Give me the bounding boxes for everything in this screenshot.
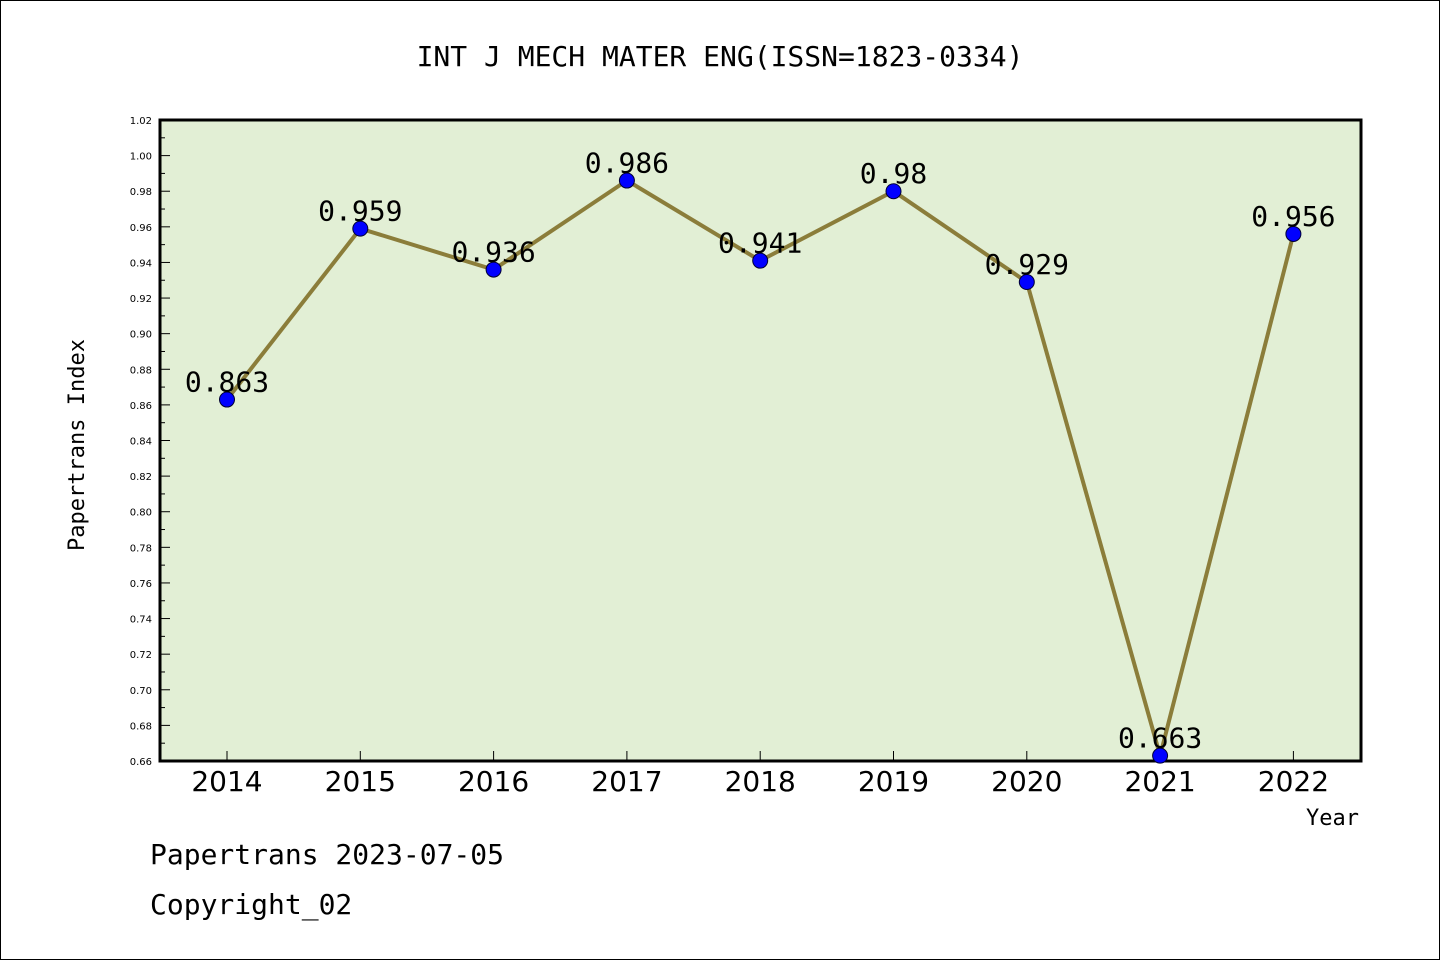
y-tick-label: 0.88 <box>130 365 152 376</box>
y-tick-label: 0.74 <box>130 615 152 626</box>
data-label: 0.956 <box>1251 200 1335 233</box>
x-tick-label: 2022 <box>1258 765 1329 798</box>
data-point <box>1152 747 1169 764</box>
footer-copyright: Copyright_02 <box>150 888 352 922</box>
y-tick-label: 1.00 <box>130 152 152 163</box>
x-axis-title: Year <box>1306 806 1359 831</box>
y-tick-label: 0.90 <box>130 330 152 341</box>
data-point <box>219 391 235 408</box>
y-tick-label: 0.70 <box>130 686 152 697</box>
y-tick-label: 0.96 <box>130 223 152 234</box>
chart-title: INT J MECH MATER ENG(ISSN=1823-0334) <box>417 40 1024 73</box>
x-tick-label: 2019 <box>858 765 929 798</box>
x-tick-label: 2021 <box>1124 765 1195 798</box>
data-point <box>352 220 369 237</box>
x-tick-label: 2018 <box>725 765 796 798</box>
x-tick-label: 2020 <box>991 765 1062 798</box>
y-axis-title: Papertrans Index <box>65 339 90 551</box>
y-tick-label: 0.68 <box>130 721 152 732</box>
y-axis: 0.66 0.68 0.70 0.72 0.74 0.76 0.78 0.80 0.82 0.84… <box>130 116 170 768</box>
data-point <box>885 183 902 200</box>
data-label: 0.986 <box>585 147 669 180</box>
data-label: 0.663 <box>1118 722 1202 755</box>
y-tick-label: 1.02 <box>130 116 152 127</box>
data-point <box>1285 225 1302 242</box>
data-label: 0.98 <box>860 157 927 190</box>
data-point <box>485 261 502 278</box>
x-tick-label: 2014 <box>191 765 262 798</box>
y-tick-label: 0.86 <box>130 401 152 412</box>
data-label: 0.863 <box>185 366 269 399</box>
y-tick-label: 0.80 <box>130 508 152 519</box>
x-tick-label: 2015 <box>325 765 396 798</box>
y-tick-label: 0.84 <box>130 437 152 448</box>
y-tick-label: 0.94 <box>130 258 152 269</box>
x-tick-label: 2017 <box>591 765 662 798</box>
y-tick-label: 0.72 <box>130 650 152 661</box>
data-label: 0.936 <box>451 236 535 269</box>
y-tick-label: 0.92 <box>130 294 152 305</box>
data-point <box>1018 274 1035 291</box>
x-axis: 2014 2015 2016 2017 2018 2019 2020 2021 2022 <box>191 751 1329 798</box>
data-point <box>752 252 769 269</box>
y-tick-label: 0.66 <box>130 757 152 768</box>
y-tick-label: 0.82 <box>130 472 152 483</box>
footer-date: Papertrans 2023-07-05 <box>150 838 504 871</box>
data-labels-group: 0.863 0.959 0.936 0.986 0.941 0.98 0.929 0.663 0… <box>185 147 1336 755</box>
data-point <box>618 172 635 189</box>
y-tick-label: 0.98 <box>130 187 152 198</box>
y-tick-label: 0.76 <box>130 579 152 590</box>
data-label: 0.959 <box>318 195 402 228</box>
y-tick-label: 0.78 <box>130 543 152 554</box>
x-tick-label: 2016 <box>458 765 529 798</box>
data-label: 0.929 <box>985 248 1069 281</box>
series-group <box>219 172 1302 764</box>
data-label: 0.941 <box>718 227 802 260</box>
